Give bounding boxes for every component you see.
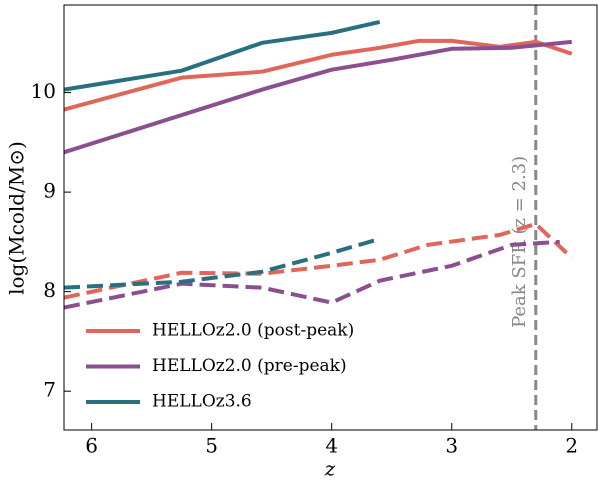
plot-frame [63, 4, 598, 431]
y-tick-label: 10 [31, 79, 56, 103]
series-line [63, 38, 573, 112]
legend-label: HELLOz2.0 (post-peak) [152, 321, 354, 341]
x-tick-label: 2 [565, 434, 578, 458]
x-tick-label: 4 [325, 434, 338, 458]
x-axis-label: z [324, 457, 336, 481]
x-tick-label: 6 [85, 434, 98, 458]
series-line [63, 239, 560, 310]
y-tick-label: 7 [43, 378, 56, 402]
legend-label: HELLOz2.0 (pre-peak) [152, 356, 347, 376]
legend-label: HELLOz3.6 [152, 392, 252, 412]
series-line [63, 221, 574, 300]
series-line [63, 236, 381, 290]
series-line [63, 39, 572, 155]
x-tick-label: 3 [445, 434, 458, 458]
y-tick-label: 9 [43, 179, 56, 203]
y-tick-label: 8 [43, 278, 56, 302]
x-tick-label: 5 [205, 434, 218, 458]
peak-annotation: Peak SFR (z = 2.3) [509, 156, 530, 328]
series-line [63, 19, 381, 92]
y-axis-label: log(Mcold/M⊙) [5, 141, 29, 295]
